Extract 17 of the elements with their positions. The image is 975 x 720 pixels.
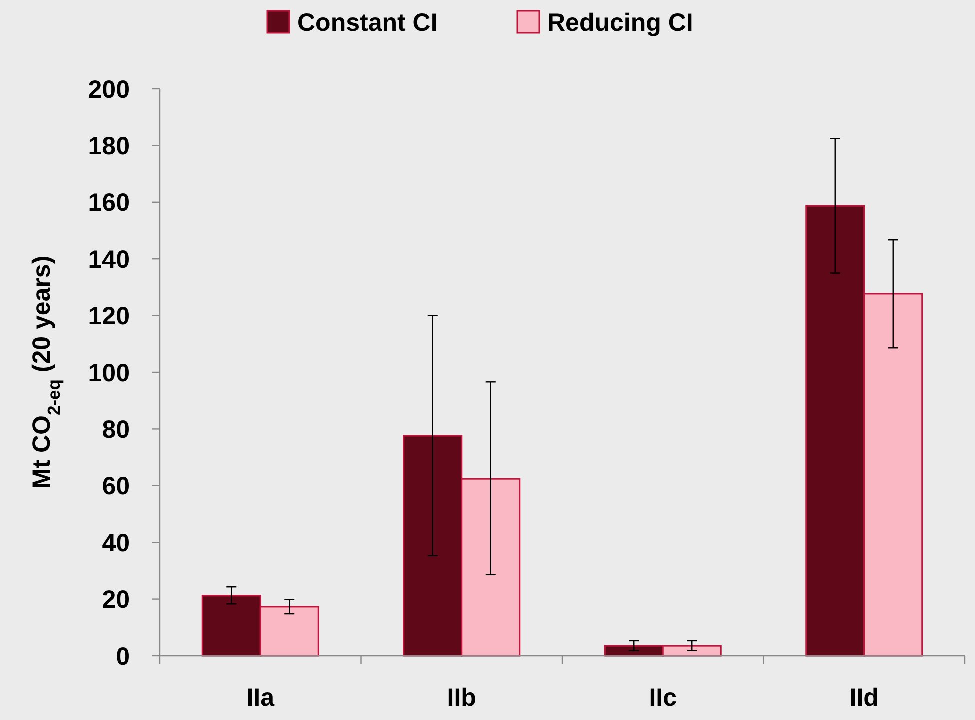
- x-tick-label: IIa: [246, 684, 276, 712]
- x-tick-label: IIb: [447, 684, 476, 712]
- x-tick-label: IIc: [649, 684, 678, 712]
- y-tick-label: 140: [88, 246, 130, 274]
- y-tick-label: 100: [88, 359, 130, 388]
- y-tick-label: 200: [88, 76, 130, 104]
- y-tick-label: 40: [102, 529, 130, 558]
- legend-label: Constant CI: [298, 8, 438, 37]
- x-tick-label: IId: [850, 684, 879, 712]
- y-tick-label: 180: [88, 132, 130, 160]
- y-tick-label: 80: [102, 416, 130, 444]
- y-tick-label: 20: [102, 586, 130, 614]
- y-tick-label: 60: [102, 472, 130, 501]
- y-tick-label: 120: [88, 302, 130, 331]
- y-tick-label: 160: [88, 189, 130, 218]
- y-tick-label: 0: [116, 642, 130, 671]
- legend-label: Reducing CI: [548, 8, 694, 37]
